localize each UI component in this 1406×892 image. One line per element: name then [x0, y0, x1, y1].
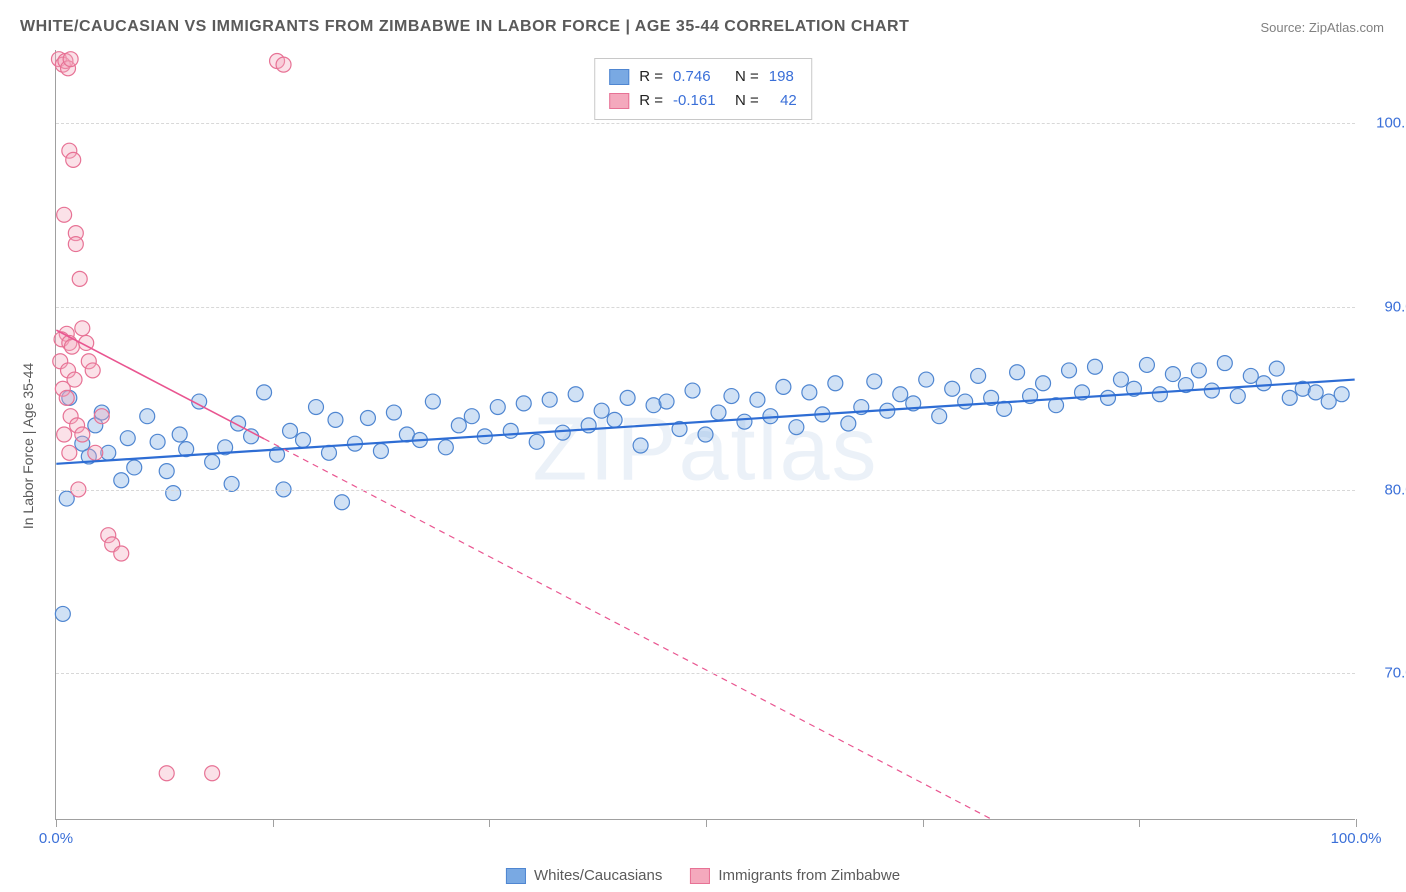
- y-tick-label: 100.0%: [1367, 115, 1406, 132]
- chart-plot-area: ZIPatlas 70.0%80.0%90.0%100.0%0.0%100.0%: [55, 50, 1355, 820]
- legend-item-blue: Whites/Caucasians: [506, 867, 662, 884]
- source-label: Source: ZipAtlas.com: [1260, 20, 1384, 35]
- correlation-legend: R = 0.746 N = 198 R = -0.161 N = 42: [594, 58, 812, 120]
- swatch-pink: [609, 93, 629, 109]
- y-tick-label: 70.0%: [1367, 665, 1406, 682]
- plot-svg: [56, 50, 1355, 819]
- legend-r-value-pink: -0.161: [673, 89, 725, 113]
- y-axis-label: In Labor Force | Age 35-44: [20, 363, 36, 529]
- legend-row-blue: R = 0.746 N = 198: [609, 65, 797, 89]
- legend-label-pink: Immigrants from Zimbabwe: [718, 867, 900, 884]
- legend-label-blue: Whites/Caucasians: [534, 867, 662, 884]
- legend-r-label: R =: [639, 65, 663, 89]
- legend-row-pink: R = -0.161 N = 42: [609, 89, 797, 113]
- legend-n-value-blue: 198: [769, 65, 794, 89]
- legend-n-label: N =: [735, 89, 759, 113]
- series-legend: Whites/Caucasians Immigrants from Zimbab…: [506, 867, 900, 884]
- y-tick-label: 90.0%: [1367, 298, 1406, 315]
- x-tick-label: 100.0%: [1331, 830, 1382, 847]
- swatch-pink-bottom: [690, 868, 710, 884]
- legend-item-pink: Immigrants from Zimbabwe: [690, 867, 900, 884]
- swatch-blue-bottom: [506, 868, 526, 884]
- y-tick-label: 80.0%: [1367, 482, 1406, 499]
- x-tick-label: 0.0%: [39, 830, 73, 847]
- legend-n-value-pink: 42: [769, 89, 797, 113]
- legend-n-label: N =: [735, 65, 759, 89]
- legend-r-label: R =: [639, 89, 663, 113]
- chart-title: WHITE/CAUCASIAN VS IMMIGRANTS FROM ZIMBA…: [20, 18, 909, 36]
- legend-r-value-blue: 0.746: [673, 65, 725, 89]
- swatch-blue: [609, 69, 629, 85]
